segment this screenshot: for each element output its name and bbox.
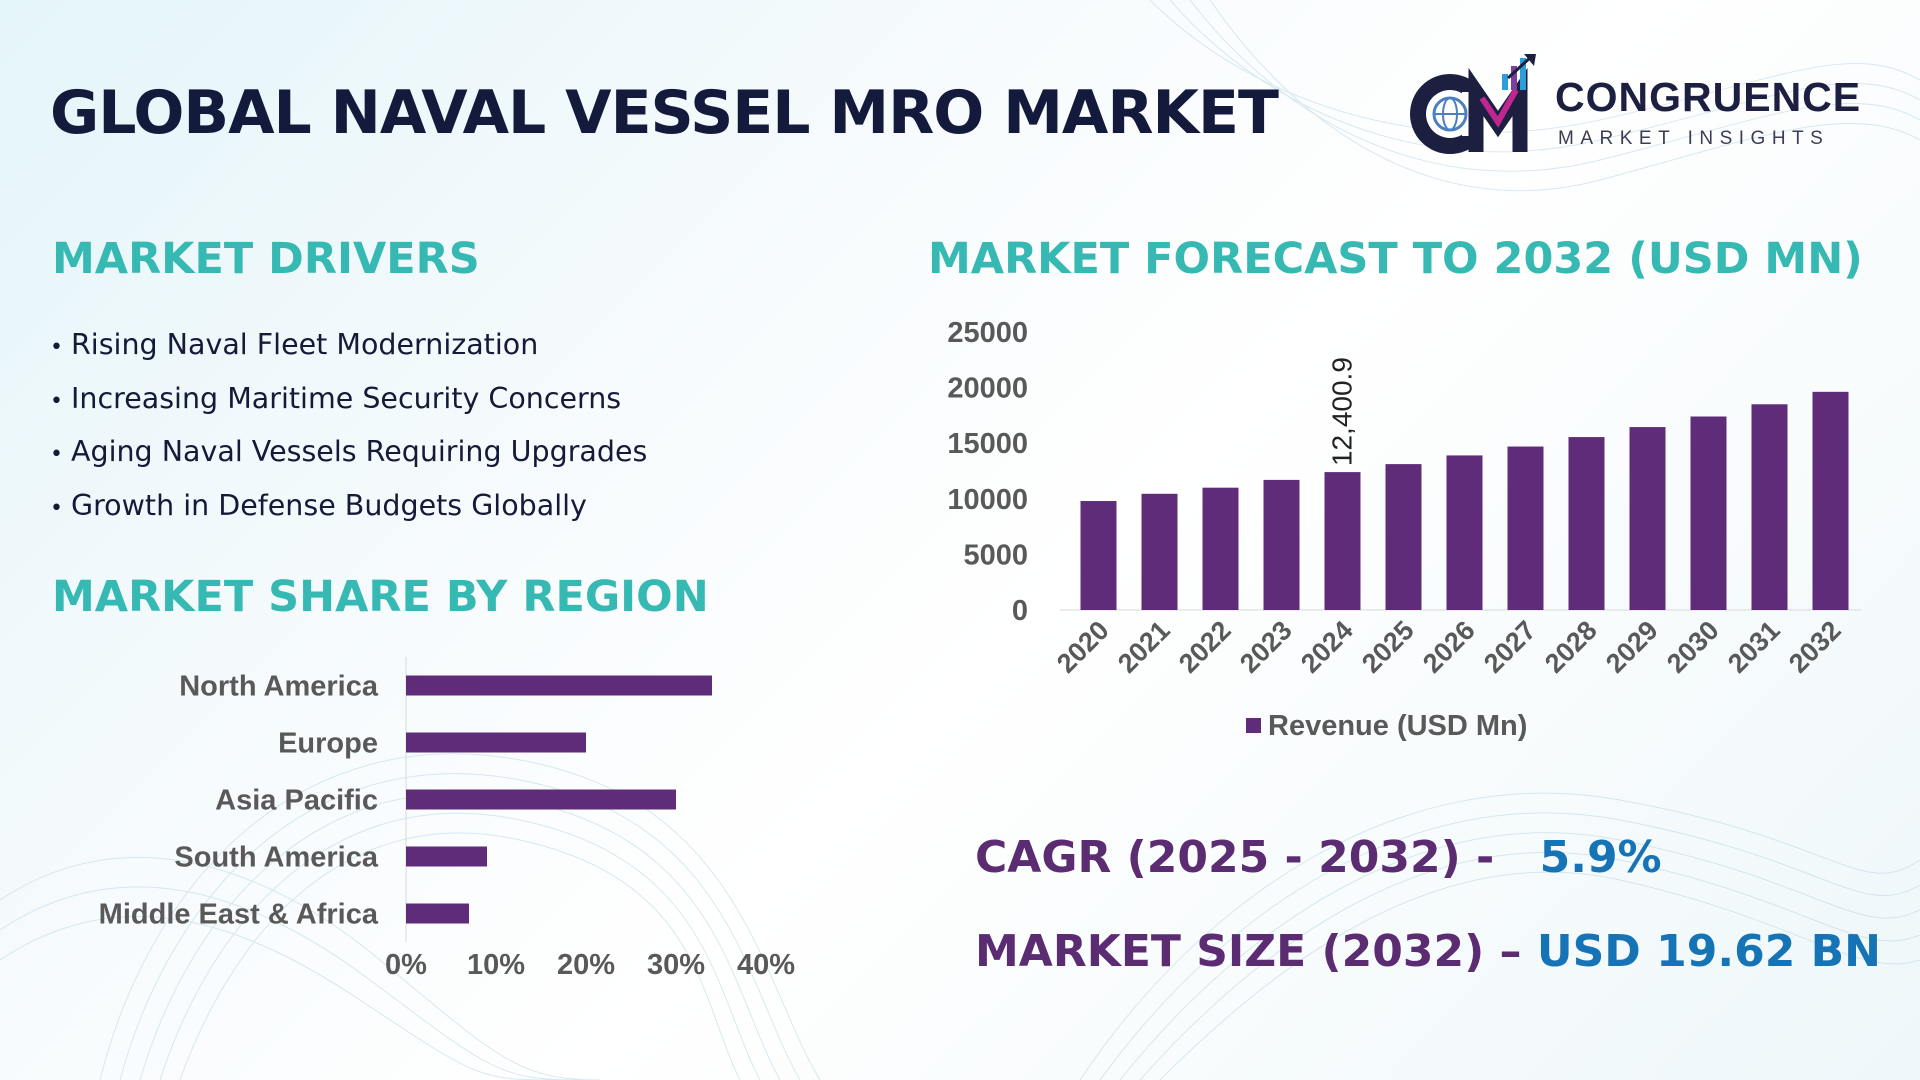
logo-tagline: MARKET INSIGHTS (1558, 128, 1830, 149)
market-size-value: USD 19.62 BN (1536, 926, 1881, 977)
drivers-heading: MARKET DRIVERS (52, 234, 480, 284)
forecast-bar (1812, 391, 1849, 610)
forecast-heading: MARKET FORECAST TO 2032 (USD MN) (928, 234, 1863, 284)
forecast-bar (1568, 437, 1605, 610)
logo-wordmark: CONGRUENCE (1555, 74, 1862, 120)
forecast-x-tick-label: 2026 (1417, 615, 1481, 679)
forecast-y-tick-label: 5000 (963, 539, 1028, 571)
forecast-x-tick-label: 2024 (1295, 615, 1359, 679)
region-bar (406, 903, 469, 924)
region-tick-label: 10% (467, 949, 525, 981)
driver-item: • Growth in Defense Budgets Globally (50, 483, 647, 537)
region-category-label: Asia Pacific (215, 785, 378, 817)
forecast-x-tick-label: 2022 (1173, 615, 1237, 679)
forecast-x-tick-label: 2027 (1478, 615, 1542, 679)
region-heading: MARKET SHARE BY REGION (52, 572, 709, 622)
legend-swatch (1246, 718, 1261, 733)
region-category-label: Europe (278, 728, 378, 760)
region-tick-label: 20% (557, 949, 615, 981)
forecast-x-tick-label: 2028 (1539, 615, 1603, 679)
forecast-x-tick-label: 2029 (1600, 615, 1664, 679)
driver-item-text: Rising Naval Fleet Modernization (70, 328, 539, 361)
forecast-bar (1324, 472, 1361, 610)
forecast-x-tick-label: 2020 (1051, 615, 1115, 679)
forecast-bar (1507, 446, 1544, 610)
forecast-bar (1629, 427, 1666, 610)
cagr-stat: CAGR (2025 - 2032) - 5.9% (975, 832, 1662, 883)
forecast-bar (1141, 493, 1178, 610)
region-tick-label: 0% (385, 949, 427, 981)
cagr-value: 5.9% (1539, 832, 1662, 883)
page-title: GLOBAL NAVAL VESSEL MRO MARKET (50, 78, 1279, 148)
driver-item-text: Aging Naval Vessels Requiring Upgrades (70, 435, 648, 468)
driver-item: • Rising Naval Fleet Modernization (50, 322, 647, 376)
region-category-label: Middle East & Africa (99, 899, 379, 931)
drivers-list: • Rising Naval Fleet Modernization • Incre… (50, 322, 647, 536)
driver-item-text: Increasing Maritime Security Concerns (70, 381, 622, 415)
region-category-label: North America (179, 671, 379, 703)
forecast-chart: 0500010000150002000025000202020212022202… (947, 317, 1861, 742)
bullet-icon: • (50, 335, 63, 360)
region-bar (406, 846, 487, 867)
region-category-label: South America (174, 842, 378, 874)
region-share-chart: North America Europe Asia Pacific South Ame… (99, 657, 795, 981)
forecast-bar (1202, 487, 1239, 610)
region-tick-label: 30% (647, 949, 705, 981)
brand-logo: CONGRUENCE MARKET INSIGHTS (1402, 52, 1872, 162)
region-bar (406, 789, 676, 810)
forecast-data-label: 12,400.9 (1327, 357, 1358, 466)
driver-item-text: Growth in Defense Budgets Globally (70, 488, 587, 522)
legend-label: Revenue (USD Mn) (1268, 710, 1527, 742)
forecast-bar (1385, 464, 1422, 610)
forecast-x-tick-label: 2023 (1234, 615, 1298, 679)
forecast-y-tick-label: 25000 (947, 317, 1028, 349)
forecast-bar (1080, 501, 1117, 610)
driver-item: • Aging Naval Vessels Requiring Upgrades (50, 429, 647, 483)
forecast-y-tick-label: 15000 (947, 428, 1028, 460)
bullet-icon: • (50, 442, 63, 467)
market-size-stat: MARKET SIZE (2032) – USD 19.62 BN (975, 926, 1881, 977)
forecast-bar (1263, 479, 1300, 610)
forecast-x-tick-label: 2021 (1112, 615, 1176, 679)
forecast-bar (1446, 455, 1483, 610)
bullet-icon: • (50, 495, 63, 521)
region-bar (406, 675, 712, 696)
cagr-label: CAGR (2025 - 2032) - (975, 832, 1495, 883)
forecast-x-tick-label: 2032 (1783, 615, 1847, 679)
forecast-bar (1690, 416, 1727, 610)
region-tick-label: 40% (737, 949, 795, 981)
cmi-monogram-icon (1410, 54, 1536, 154)
forecast-y-tick-label: 10000 (947, 484, 1028, 516)
region-bar (406, 732, 586, 753)
forecast-x-tick-label: 2031 (1722, 615, 1786, 679)
bullet-icon: • (50, 388, 63, 414)
forecast-y-tick-label: 0 (1012, 595, 1028, 627)
market-size-label: MARKET SIZE (2032) – (975, 926, 1522, 977)
forecast-x-tick-label: 2030 (1661, 615, 1725, 679)
forecast-bar (1751, 404, 1788, 610)
forecast-x-tick-label: 2025 (1356, 615, 1420, 679)
forecast-y-tick-label: 20000 (947, 373, 1028, 405)
driver-item: • Increasing Maritime Security Concerns (50, 376, 647, 430)
